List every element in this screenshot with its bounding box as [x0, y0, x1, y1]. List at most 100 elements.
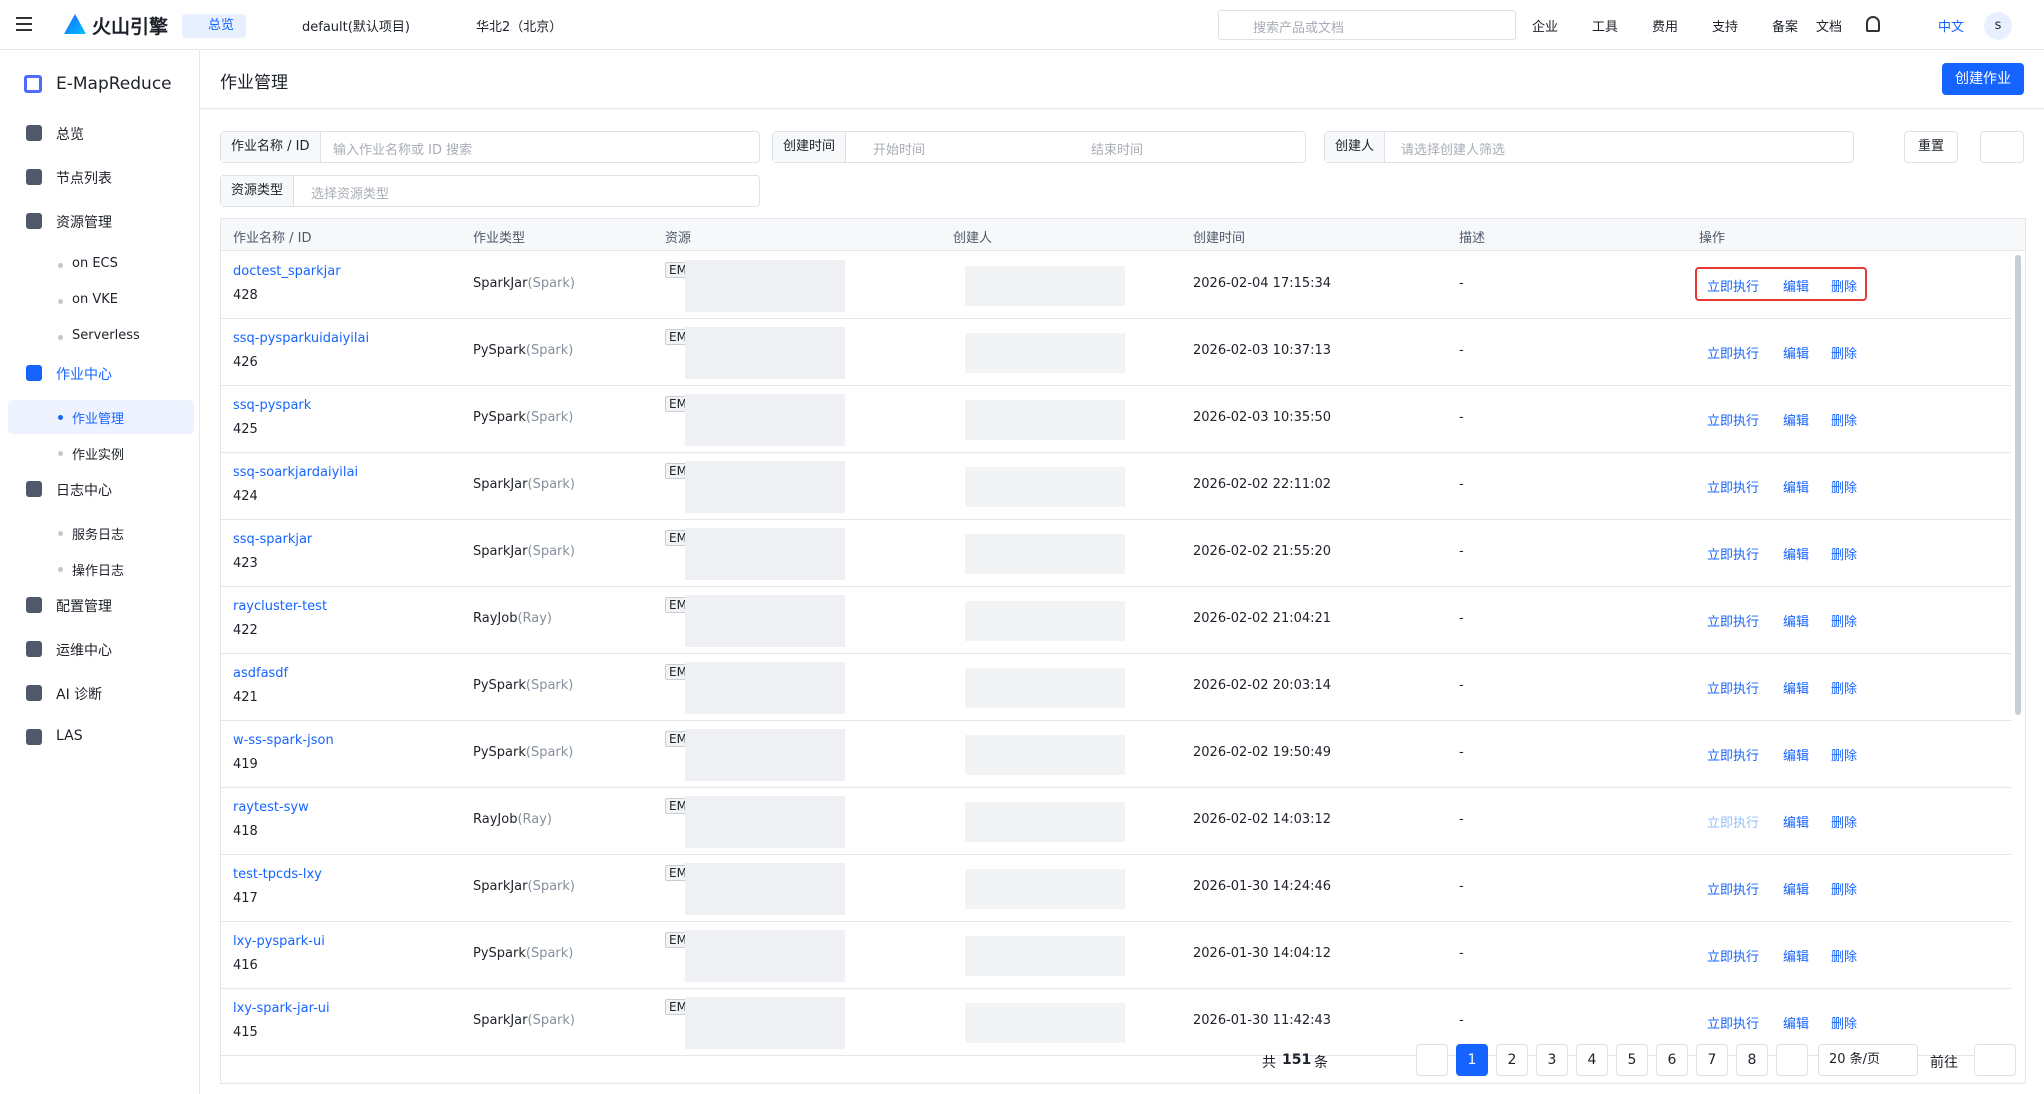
row-action[interactable]: 删除	[1831, 749, 1858, 764]
notification-icon[interactable]	[1866, 16, 1880, 32]
time-filter[interactable]: 创建时间 开始时间 结束时间	[772, 131, 1306, 163]
job-name[interactable]: ssq-pysparkuidaiyilai	[233, 331, 370, 346]
row-action[interactable]: 删除	[1831, 347, 1858, 362]
next-page[interactable]	[1776, 1044, 1808, 1076]
nav-item[interactable]: 配置管理	[56, 599, 112, 615]
resource-filter[interactable]: 资源类型 选择资源类型	[220, 175, 760, 207]
prev-page[interactable]	[1416, 1044, 1448, 1076]
row-action[interactable]: 编辑	[1783, 749, 1810, 764]
nav-item[interactable]: LAS	[56, 728, 83, 744]
job-name[interactable]: ssq-soarkjardaiyilai	[233, 465, 359, 480]
row-action[interactable]: 编辑	[1783, 682, 1810, 697]
job-name[interactable]: lxy-pyspark-ui	[233, 934, 325, 949]
page-size-select[interactable]: 20 条/页	[1818, 1044, 1918, 1076]
top-menu[interactable]: 文档	[1816, 20, 1843, 35]
creator-filter[interactable]: 创建人 请选择创建人筛选	[1324, 131, 1854, 163]
row-action[interactable]: 删除	[1831, 883, 1858, 898]
row-action[interactable]: 删除	[1831, 481, 1858, 496]
row-action[interactable]: 立即执行	[1707, 1017, 1760, 1032]
job-name[interactable]: raytest-syw	[233, 800, 309, 815]
nav-item[interactable]: 节点列表	[56, 171, 112, 187]
nav-item[interactable]: 总览	[56, 127, 84, 143]
row-divider	[221, 385, 2011, 386]
brand[interactable]: 火山引擎	[92, 16, 169, 38]
row-action[interactable]: 删除	[1831, 548, 1858, 563]
row-action[interactable]: 编辑	[1783, 615, 1810, 630]
nav-subitem[interactable]: on ECS	[72, 256, 118, 271]
row-action[interactable]: 立即执行	[1707, 548, 1760, 563]
row-action[interactable]: 删除	[1831, 950, 1858, 965]
nav-item[interactable]: 日志中心	[56, 483, 112, 499]
job-name[interactable]: asdfasdf	[233, 666, 289, 681]
avatar[interactable]: s	[1984, 12, 2012, 40]
page-number[interactable]: 1	[1456, 1044, 1488, 1076]
job-name[interactable]: lxy-spark-jar-ui	[233, 1001, 330, 1016]
row-action[interactable]: 编辑	[1783, 950, 1810, 965]
top-menu[interactable]: 工具	[1592, 20, 1619, 35]
reset-button[interactable]: 重置	[1904, 131, 1958, 163]
page-number[interactable]: 8	[1736, 1044, 1768, 1076]
goto-input[interactable]	[1974, 1044, 2016, 1076]
page-number[interactable]: 2	[1496, 1044, 1528, 1076]
row-action[interactable]: 删除	[1831, 280, 1858, 295]
row-action[interactable]: 编辑	[1783, 481, 1810, 496]
nav-subitem[interactable]: 作业实例	[72, 448, 125, 463]
home-tab[interactable]: 总览	[182, 14, 247, 38]
row-action[interactable]: 删除	[1831, 816, 1858, 831]
row-action[interactable]: 立即执行	[1707, 414, 1760, 429]
nav-item[interactable]: 作业中心	[56, 367, 112, 383]
row-action[interactable]: 删除	[1831, 1017, 1858, 1032]
nav-item[interactable]: AI 诊断	[56, 687, 103, 703]
job-name[interactable]: ssq-sparkjar	[233, 532, 313, 547]
row-action[interactable]: 编辑	[1783, 816, 1810, 831]
row-action[interactable]: 编辑	[1783, 548, 1810, 563]
row-action[interactable]: 删除	[1831, 682, 1858, 697]
page-number[interactable]: 3	[1536, 1044, 1568, 1076]
row-action[interactable]: 立即执行	[1707, 347, 1760, 362]
region-select[interactable]: 华北2（北京）	[476, 20, 563, 35]
job-type: RayJob(Ray)	[473, 611, 553, 626]
nav-subitem[interactable]: 操作日志	[72, 564, 125, 579]
nav-item[interactable]: 资源管理	[56, 215, 112, 231]
row-action[interactable]: 立即执行	[1707, 280, 1760, 295]
job-name[interactable]: test-tpcds-lxy	[233, 867, 322, 882]
nav-subitem[interactable]: on VKE	[72, 292, 118, 307]
job-engine: (Ray)	[517, 812, 553, 827]
job-name[interactable]: ssq-pyspark	[233, 398, 312, 413]
row-action[interactable]: 立即执行	[1707, 615, 1760, 630]
row-action[interactable]: 删除	[1831, 615, 1858, 630]
row-action[interactable]: 立即执行	[1707, 950, 1760, 965]
top-menu[interactable]: 费用	[1652, 20, 1679, 35]
row-action[interactable]: 立即执行	[1707, 481, 1760, 496]
job-name[interactable]: w-ss-spark-json	[233, 733, 334, 748]
nav-subitem[interactable]: Serverless	[72, 328, 140, 343]
nav-item[interactable]: 运维中心	[56, 643, 112, 659]
row-action[interactable]: 编辑	[1783, 414, 1810, 429]
name-filter[interactable]: 作业名称 / ID 输入作业名称或 ID 搜索	[220, 131, 760, 163]
row-action[interactable]: 编辑	[1783, 280, 1810, 295]
page-number[interactable]: 4	[1576, 1044, 1608, 1076]
page-number[interactable]: 7	[1696, 1044, 1728, 1076]
row-action[interactable]: 编辑	[1783, 1017, 1810, 1032]
row-action[interactable]: 编辑	[1783, 347, 1810, 362]
top-menu[interactable]: 企业	[1532, 20, 1559, 35]
job-name[interactable]: raycluster-test	[233, 599, 328, 614]
nav-subitem[interactable]: 作业管理	[72, 412, 125, 427]
job-name[interactable]: doctest_sparkjar	[233, 264, 341, 279]
row-action[interactable]: 编辑	[1783, 883, 1810, 898]
create-job-button[interactable]: 创建作业	[1942, 63, 2024, 95]
row-action[interactable]: 立即执行	[1707, 883, 1760, 898]
top-menu[interactable]: 备案	[1772, 20, 1799, 35]
search-box[interactable]: 搜索产品或文档	[1218, 10, 1516, 40]
project-select[interactable]: default(默认项目)	[302, 20, 410, 35]
refresh-button[interactable]	[1980, 131, 2024, 163]
page-number[interactable]: 6	[1656, 1044, 1688, 1076]
row-action[interactable]: 删除	[1831, 414, 1858, 429]
row-action[interactable]: 立即执行	[1707, 749, 1760, 764]
nav-subitem[interactable]: 服务日志	[72, 528, 125, 543]
page-number[interactable]: 5	[1616, 1044, 1648, 1076]
lang-switch[interactable]: 中文	[1938, 20, 1965, 35]
row-action[interactable]: 立即执行	[1707, 682, 1760, 697]
top-menu[interactable]: 支持	[1712, 20, 1739, 35]
menu-icon[interactable]	[16, 17, 32, 19]
